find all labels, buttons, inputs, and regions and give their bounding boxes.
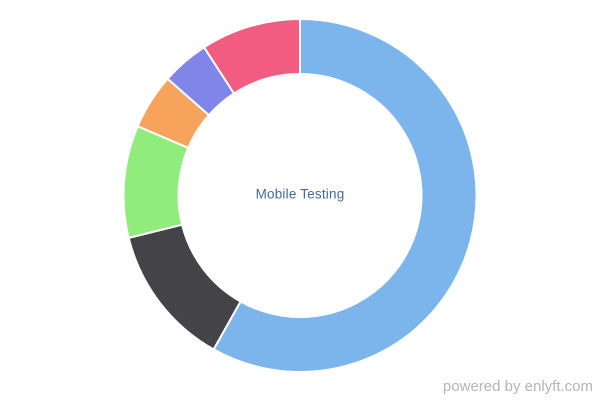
chart-center-label: Mobile Testing — [255, 186, 345, 202]
donut-segment-charcoal[interactable] — [127, 223, 242, 351]
donut-segment-pink[interactable] — [203, 18, 301, 95]
powered-by-credit-link[interactable]: powered by enlyft.com — [442, 378, 593, 395]
donut-segment-blue[interactable] — [212, 18, 478, 373]
